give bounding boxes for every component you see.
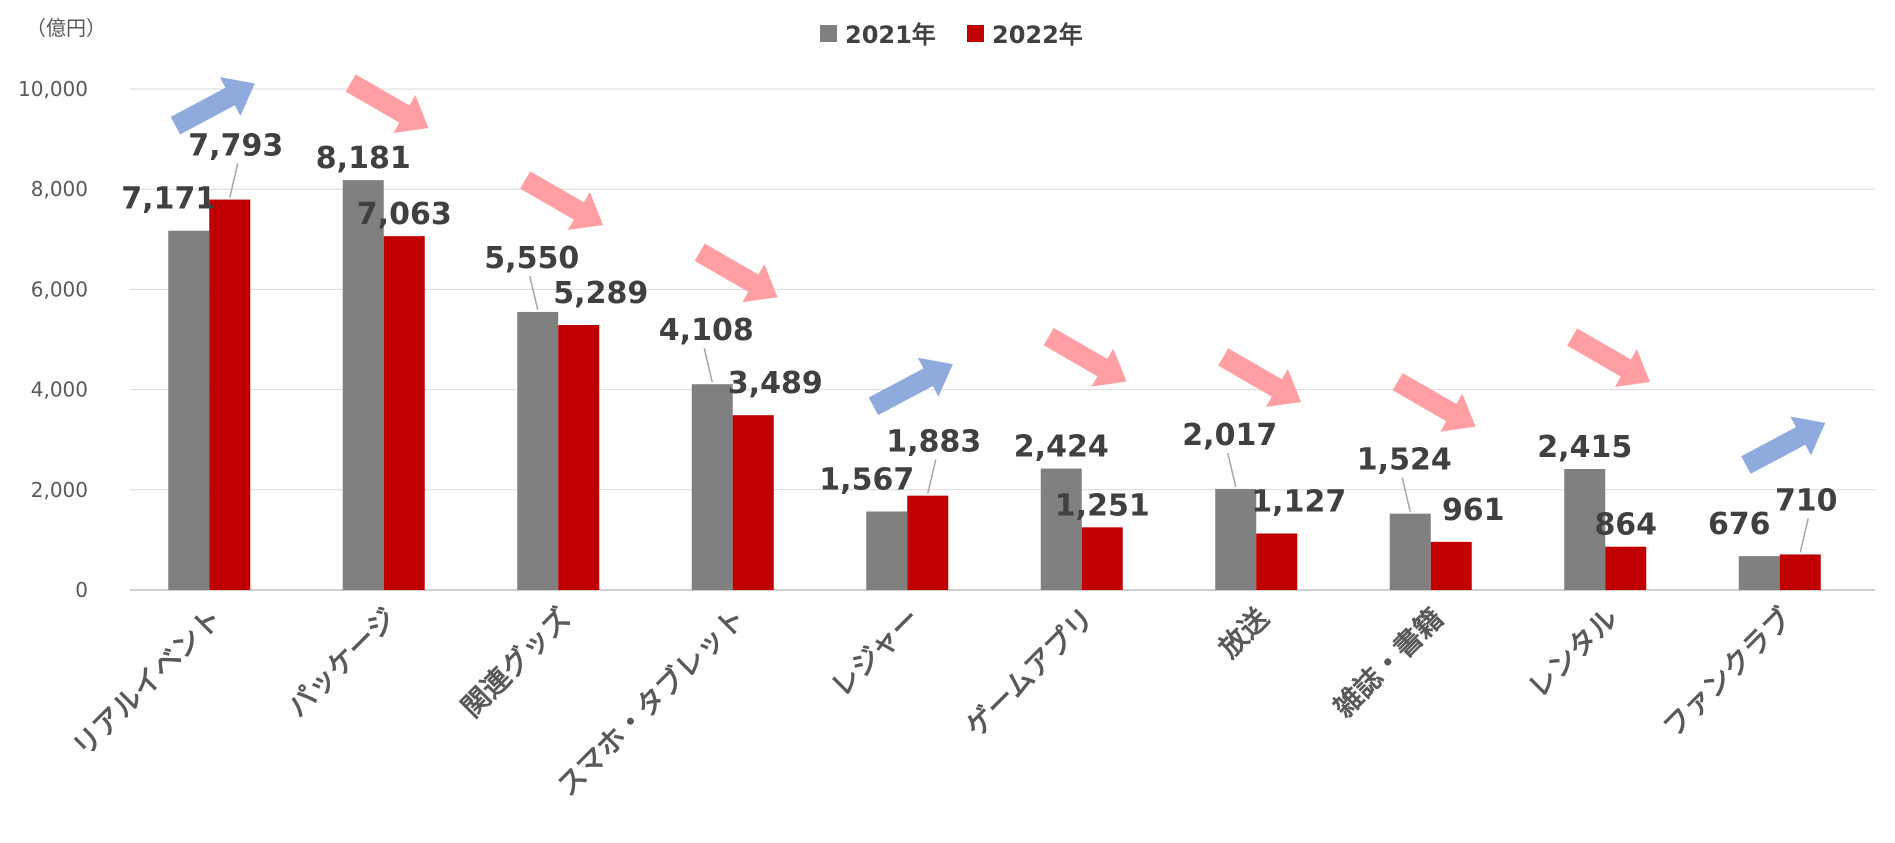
data-label-2022: 7,063: [357, 197, 452, 232]
data-label-2022: 864: [1594, 508, 1657, 543]
data-label-2022: 1,883: [886, 425, 981, 460]
trend-arrows: [170, 74, 1826, 474]
trend-arrow-up: [1741, 416, 1826, 474]
leader-line: [1799, 518, 1809, 553]
data-label-2022: 710: [1775, 483, 1838, 518]
bar-2022: [1605, 546, 1647, 590]
bar-2021: [1738, 556, 1780, 590]
bar-2021: [342, 180, 384, 590]
y-tick-label: 0: [75, 578, 88, 602]
data-label-2021: 5,550: [484, 241, 579, 276]
bar-2022: [732, 415, 774, 590]
bar-2021: [1040, 468, 1082, 590]
data-label-2021: 1,567: [819, 462, 914, 497]
x-tick-label: 雑誌・書籍: [1327, 602, 1450, 725]
leader-line: [1227, 452, 1237, 488]
leader-line: [703, 348, 713, 383]
bar-2022: [558, 325, 600, 590]
data-label-2022: 961: [1442, 493, 1505, 528]
data-label-2022: 1,251: [1055, 488, 1150, 523]
y-tick-label: 6,000: [31, 277, 88, 301]
x-tick-label: レンタル: [1522, 602, 1625, 705]
data-label-2021: 7,171: [121, 182, 216, 217]
bar-2022: [1256, 533, 1298, 590]
data-label-2022: 3,489: [728, 366, 823, 401]
x-tick-label: ゲームアプリ: [959, 602, 1101, 744]
trend-arrow-down: [694, 243, 778, 303]
y-tick-label: 2,000: [31, 478, 88, 502]
data-label-2021: 2,415: [1537, 430, 1632, 465]
y-tick-label: 10,000: [18, 77, 88, 101]
legend: 2021年 2022年: [820, 21, 1083, 49]
bar-2021: [1215, 488, 1257, 590]
data-label-2021: 2,017: [1182, 418, 1277, 453]
x-tick-label: ファンクラブ: [1657, 602, 1799, 744]
bar-2022: [907, 495, 949, 590]
trend-arrow-down: [520, 171, 604, 230]
leader-line: [529, 275, 539, 311]
trend-arrow-down: [1043, 327, 1127, 387]
leader-line: [229, 163, 239, 198]
x-tick-label: パッケージ: [281, 602, 403, 724]
legend-swatch-2022: [967, 25, 984, 42]
trend-arrow-down: [1392, 372, 1476, 432]
data-label-2021: 2,424: [1014, 430, 1109, 465]
data-label-2021: 8,181: [316, 141, 411, 176]
bar-2022: [1430, 541, 1472, 590]
trend-arrow-up: [868, 357, 953, 416]
leader-line: [927, 459, 937, 494]
bar-2021: [1564, 469, 1606, 590]
bars: [168, 180, 1821, 591]
bar-2022: [1081, 527, 1123, 590]
x-tick-label: 放送: [1212, 602, 1276, 666]
trend-arrow-down: [1218, 348, 1302, 408]
trend-arrow-up: [170, 77, 255, 135]
data-label-2021: 1,524: [1357, 443, 1452, 478]
trend-arrow-down: [1567, 328, 1651, 388]
y-tick-label: 8,000: [31, 177, 88, 201]
data-label-2022: 7,793: [188, 129, 283, 164]
leader-lines: [229, 163, 1809, 553]
trend-arrow-down: [345, 74, 429, 134]
legend-label-2022: 2022年: [992, 21, 1083, 49]
bar-2022: [383, 236, 425, 590]
bar-2021: [691, 384, 733, 590]
bar-2021: [168, 230, 210, 590]
x-tick-label: レジャー: [825, 602, 927, 704]
legend-swatch-2021: [820, 25, 837, 42]
data-label-2022: 5,289: [553, 276, 648, 311]
data-label-2021: 676: [1708, 507, 1771, 542]
legend-label-2021: 2021年: [845, 21, 936, 49]
x-tick-label: スマホ・タブレット: [551, 602, 752, 803]
x-tick-label: リアルイベント: [66, 602, 228, 764]
bar-2021: [517, 311, 559, 590]
leader-line: [1401, 477, 1411, 512]
data-label-2021: 4,108: [659, 313, 754, 348]
y-tick-label: 4,000: [31, 378, 88, 402]
data-label-2022: 1,127: [1251, 485, 1346, 520]
bar-2022: [209, 199, 251, 591]
y-axis-ticks: 0 2,000 4,000 6,000 8,000 10,000: [18, 77, 88, 602]
bar-2021: [866, 511, 908, 590]
unit-label: （億円）: [26, 16, 106, 40]
bar-2021: [1389, 513, 1431, 590]
x-tick-label: 関連グッズ: [455, 602, 577, 724]
bar-2022: [1779, 554, 1821, 590]
